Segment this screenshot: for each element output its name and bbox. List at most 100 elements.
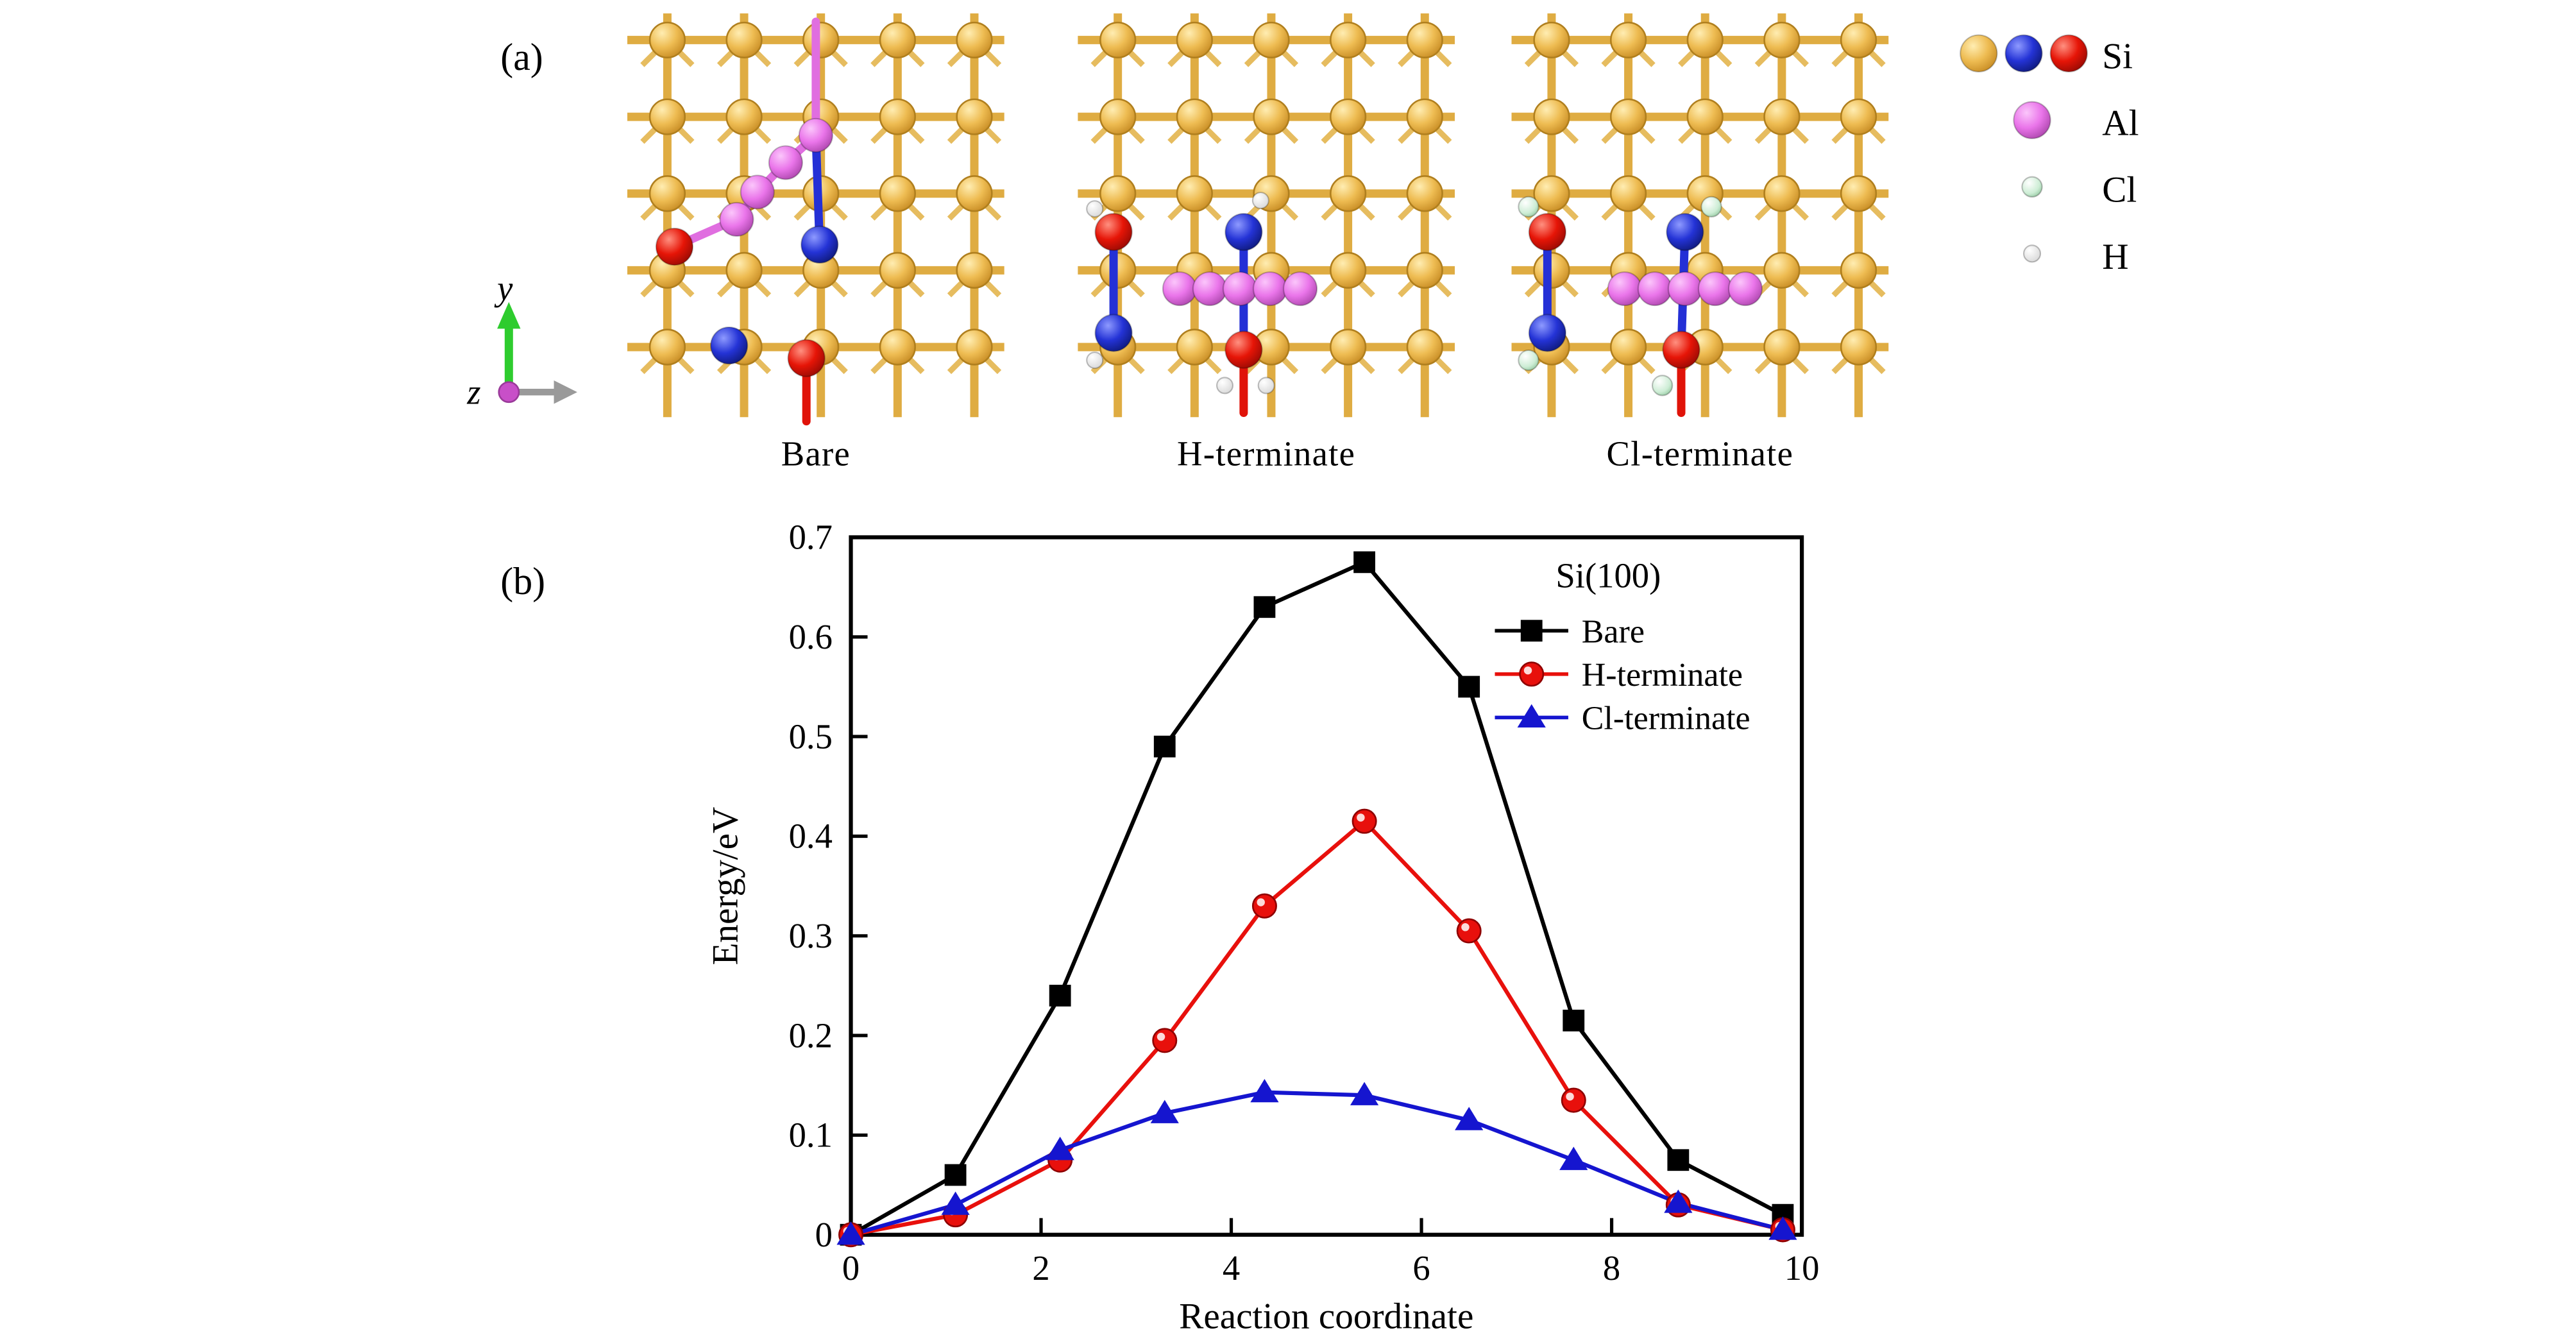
h-atom-icon xyxy=(1955,230,2095,285)
al-atom xyxy=(768,145,803,180)
si-gold-atom xyxy=(879,251,916,289)
si-gold-atom xyxy=(956,175,993,212)
cl-atom xyxy=(1651,375,1674,396)
al-atom xyxy=(1697,271,1733,307)
red-atom xyxy=(1528,212,1567,251)
si-gold-atom xyxy=(956,251,993,289)
triangle-marker xyxy=(1768,1216,1797,1240)
y-tick-label: 0.7 xyxy=(789,518,833,557)
square-marker xyxy=(944,1164,967,1186)
si-gold-atom xyxy=(1686,21,1724,59)
y-tick-label: 0.5 xyxy=(789,717,833,756)
al-atom xyxy=(1667,271,1702,307)
legend-label-cl: Cl xyxy=(2102,168,2137,210)
square-marker xyxy=(1563,1009,1585,1032)
triangle-marker xyxy=(1559,1146,1588,1170)
y-axis-label: y xyxy=(494,269,513,308)
si-gold-atom xyxy=(648,98,686,135)
triangle-marker xyxy=(1517,704,1546,728)
si-gold-atom xyxy=(1840,328,1877,366)
si-gold-atom xyxy=(1533,175,1570,212)
circle-marker-highlight xyxy=(1357,813,1365,822)
structure-caption-bare: Bare xyxy=(781,434,851,474)
legend-label-al: Al xyxy=(2102,101,2139,144)
si-gold-atom xyxy=(1176,175,1213,212)
al-atom xyxy=(1252,271,1288,307)
circle-marker xyxy=(1152,1028,1178,1053)
si-gold-atom xyxy=(1329,21,1367,59)
cl-atom-icon xyxy=(1955,163,2095,218)
z-axis-label: z xyxy=(466,372,480,411)
si-gold-atom xyxy=(1840,175,1877,212)
h-atom xyxy=(1216,377,1234,395)
panel-b-label: (b) xyxy=(500,560,546,602)
legend-label-h: H xyxy=(2102,235,2129,277)
y-axis-arrowhead xyxy=(497,302,521,329)
si-gold-atom xyxy=(1099,251,1137,289)
si-gold-atom xyxy=(1253,98,1290,135)
y-tick-label: 0.2 xyxy=(789,1016,833,1055)
si-gold-atom xyxy=(725,98,763,135)
si-gold-atom xyxy=(1840,21,1877,59)
si-gold-atom xyxy=(1533,98,1570,135)
si-gold-atom xyxy=(648,328,686,366)
h-atom xyxy=(1251,191,1269,210)
legend-item-al: Al xyxy=(1955,90,2139,157)
triangle-marker xyxy=(1455,1107,1484,1130)
circle-marker xyxy=(1561,1087,1586,1113)
si-gold-atom xyxy=(725,251,763,289)
legend-item-cl: Cl xyxy=(1955,157,2139,223)
circle-marker-highlight xyxy=(1523,666,1532,675)
si-gold-atom xyxy=(956,328,993,366)
structure-cl-terminate xyxy=(1511,13,1889,418)
blue-atom xyxy=(1528,314,1567,352)
h-atom xyxy=(1086,200,1104,218)
si-gold-atom xyxy=(1099,98,1137,135)
al-atom xyxy=(1222,271,1258,307)
panel-a-label: (a) xyxy=(500,37,543,79)
x-tick-label: 8 xyxy=(1603,1248,1620,1288)
si-gold-atom xyxy=(1686,98,1724,135)
legend-entry-label: Bare xyxy=(1582,613,1645,650)
si-gold-atom xyxy=(879,328,916,366)
structure-caption-cl-terminate: Cl-terminate xyxy=(1606,434,1794,474)
si-atom-icons xyxy=(1955,30,2095,85)
si-gold-atom xyxy=(802,21,840,59)
x-axis-arrowhead xyxy=(554,380,577,404)
circle-marker xyxy=(1352,808,1377,834)
al-atom xyxy=(798,117,833,153)
si-gold-atom xyxy=(1099,21,1137,59)
x-tick-label: 2 xyxy=(1032,1248,1049,1288)
blue-atom xyxy=(1224,212,1263,251)
red-atom xyxy=(655,227,694,266)
si-gold-atom xyxy=(956,98,993,135)
triangle-marker xyxy=(941,1191,970,1215)
x-tick-label: 4 xyxy=(1223,1248,1240,1288)
si-gold-atom xyxy=(648,21,686,59)
al-atom-icon xyxy=(1955,96,2095,151)
si-gold-atom xyxy=(1329,328,1367,366)
h-atom-icon xyxy=(2022,244,2042,262)
si-gold-atom xyxy=(1406,251,1443,289)
cl-atom xyxy=(1518,196,1539,217)
structure-caption-h-terminate: H-terminate xyxy=(1177,434,1356,474)
cl-atom xyxy=(1518,349,1539,371)
si-gold-atom xyxy=(1533,251,1570,289)
series-line-Bare xyxy=(849,559,1784,1237)
si-gold-atom xyxy=(1763,251,1801,289)
si-gold-atom xyxy=(1763,98,1801,135)
series-line-Cl-terminate xyxy=(850,1090,1784,1237)
blue-atom xyxy=(801,225,839,264)
si-gold-atom xyxy=(1253,21,1290,59)
triangle-marker xyxy=(836,1221,865,1245)
al-atom xyxy=(740,174,775,210)
si-gold-atom xyxy=(1840,98,1877,135)
structure-h-terminate xyxy=(1078,13,1455,418)
atom-legend: Si Al Cl H xyxy=(1955,23,2139,290)
plot-border xyxy=(849,535,1804,1237)
si-gold-atom xyxy=(879,175,916,212)
si-gold-atom xyxy=(1763,175,1801,212)
circle-marker xyxy=(1251,893,1277,919)
x-axis-title: Reaction coordinate xyxy=(1179,1296,1473,1331)
